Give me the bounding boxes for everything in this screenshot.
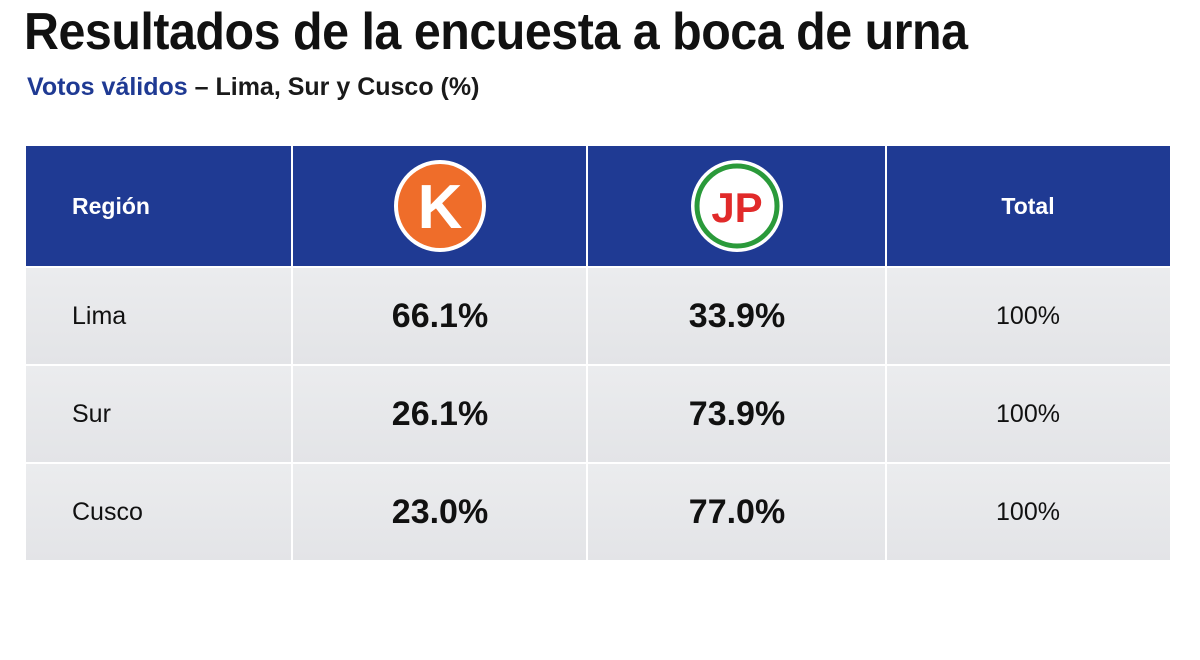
column-divider (586, 146, 588, 562)
total-cell: 100% (996, 399, 1060, 428)
jp-percent-cell: 77.0% (688, 492, 786, 531)
k-percent-cell: 66.1% (391, 296, 489, 335)
row-divider (26, 364, 1170, 366)
subtitle-rest: – Lima, Sur y Cusco (%) (187, 73, 480, 101)
header-region: Región (72, 192, 150, 219)
jp-percent-cell: 73.9% (688, 394, 786, 433)
k-percent-cell: 26.1% (391, 394, 489, 433)
table-row: Sur 26.1% 73.9% 100% (26, 366, 1170, 462)
k-logo-letter: K (418, 173, 463, 242)
jp-percent-cell: 33.9% (688, 296, 786, 335)
jp-logo-icon: JP (691, 160, 783, 252)
row-divider (26, 266, 1170, 268)
jp-logo-letters: JP (711, 184, 762, 231)
column-divider (291, 146, 293, 562)
region-cell: Sur (72, 399, 111, 428)
row-divider (26, 462, 1170, 464)
table-row: Lima 66.1% 33.9% 100% (26, 268, 1170, 364)
total-cell: 100% (996, 301, 1060, 330)
page-title: Resultados de la encuesta a boca de urna (24, 3, 968, 61)
total-cell: 100% (996, 497, 1060, 526)
region-cell: Cusco (72, 497, 143, 526)
results-table: Región K JP Total Lima 66.1% 33.9% 100% Sur 2… (26, 146, 1170, 562)
table-row: Cusco 23.0% 77.0% 100% (26, 464, 1170, 560)
subtitle-accent: Votos válidos (27, 73, 188, 101)
header-jp-logo: JP (588, 146, 886, 266)
k-logo-icon: K (394, 160, 486, 252)
page-subtitle: Votos válidos – Lima, Sur y Cusco (%) (27, 70, 479, 104)
column-divider (885, 146, 887, 562)
header-k-logo: K (292, 146, 588, 266)
region-cell: Lima (72, 301, 127, 330)
table-header: Región K JP Total (26, 146, 1170, 266)
header-total: Total (1001, 192, 1055, 219)
k-percent-cell: 23.0% (391, 492, 489, 531)
